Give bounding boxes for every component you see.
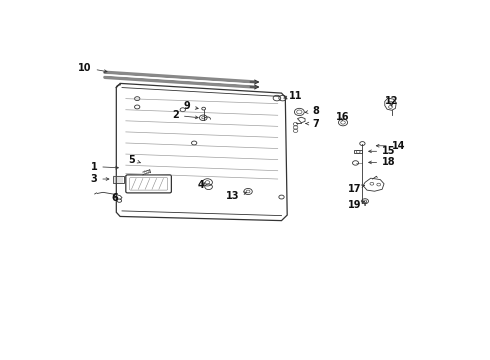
- Text: 14: 14: [376, 141, 405, 151]
- Text: 9: 9: [184, 102, 198, 111]
- Text: 12: 12: [385, 96, 398, 107]
- Text: 7: 7: [306, 118, 318, 129]
- Text: 6: 6: [111, 193, 118, 203]
- Text: 16: 16: [336, 112, 349, 122]
- Text: 18: 18: [368, 157, 396, 167]
- Bar: [113, 176, 124, 183]
- Text: 11: 11: [284, 91, 303, 101]
- Text: 17: 17: [348, 184, 365, 194]
- Text: 3: 3: [91, 174, 109, 184]
- Text: 4: 4: [198, 180, 205, 190]
- Text: 5: 5: [128, 155, 141, 165]
- Bar: [354, 150, 363, 153]
- Text: 19: 19: [348, 199, 365, 210]
- Text: 13: 13: [226, 191, 246, 201]
- Text: 15: 15: [368, 146, 395, 156]
- Text: 8: 8: [305, 106, 319, 116]
- Text: 1: 1: [91, 162, 119, 172]
- Text: 10: 10: [78, 63, 107, 73]
- Text: 2: 2: [172, 110, 198, 120]
